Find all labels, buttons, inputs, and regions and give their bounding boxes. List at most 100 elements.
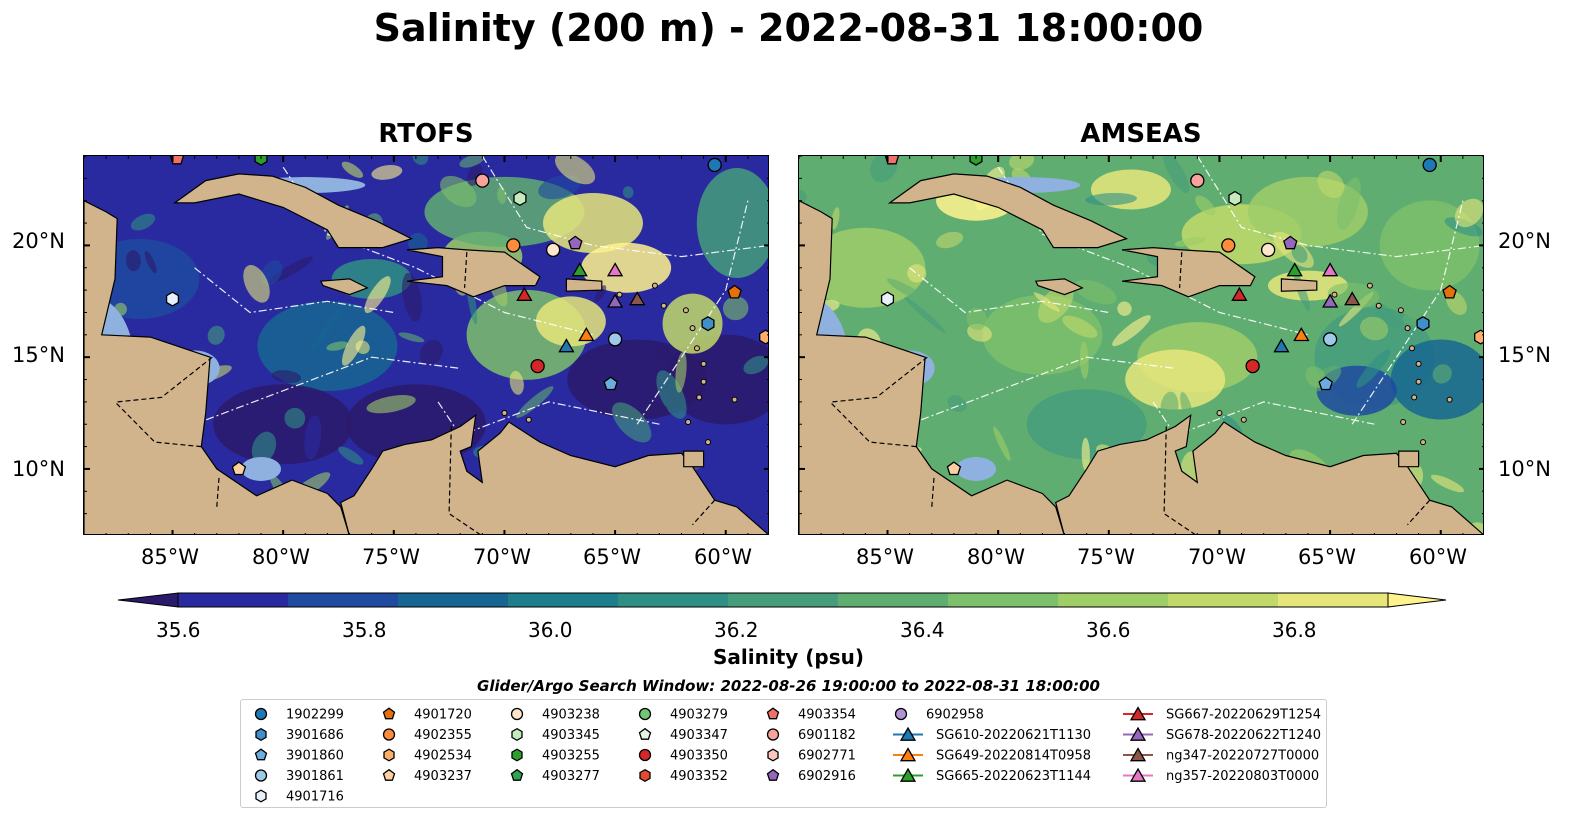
- legend-label: 6901182: [798, 728, 856, 743]
- salinity-eddy: [1291, 244, 1308, 263]
- salinity-eddy: [1079, 341, 1089, 380]
- legend-label: 4903255: [542, 749, 600, 764]
- colorbar-extend-low: [117, 592, 179, 608]
- salinity-eddy: [408, 232, 428, 253]
- shallow-shelf: [956, 456, 997, 481]
- small-island: [1411, 394, 1418, 401]
- legend-marker: [638, 707, 652, 721]
- legend-label: 4903350: [670, 749, 728, 764]
- legend-label: 4903277: [542, 769, 600, 784]
- platform-marker: [629, 291, 646, 306]
- small-island: [696, 394, 703, 401]
- platform-marker: [506, 238, 521, 253]
- salinity-eddy: [966, 307, 987, 330]
- salinity-eddy: [1163, 156, 1190, 193]
- colorbar-segment: [508, 593, 619, 607]
- land-hispaniola: [406, 246, 541, 298]
- colorbar-segment: [618, 593, 729, 607]
- platform-marker: [1286, 262, 1303, 277]
- colorbar-label: Salinity (psu): [712, 645, 864, 669]
- small-island: [1420, 439, 1427, 446]
- eez-boundary-line: [437, 401, 660, 437]
- colorbar-tick: 35.8: [342, 618, 387, 642]
- platform-marker: [1231, 286, 1248, 301]
- salinity-eddy: [497, 186, 507, 205]
- lon-label-60w-amseas: 60°W: [1409, 545, 1467, 569]
- small-island: [682, 307, 689, 314]
- salinity-field-patch: [696, 168, 768, 279]
- salinity-field-patch: [665, 334, 768, 425]
- land-jamaica: [1034, 278, 1084, 296]
- platform-marker: [1416, 316, 1430, 332]
- land-jamaica: [319, 278, 369, 296]
- colorbar-tick: 36.6: [1086, 618, 1131, 642]
- platform-marker: [571, 262, 588, 277]
- legend-marker: [638, 727, 652, 740]
- platform-marker: [701, 316, 715, 332]
- salinity-eddy: [130, 213, 156, 231]
- platform-marker: [606, 293, 624, 308]
- small-island: [705, 439, 712, 446]
- legend-label: 6902916: [798, 769, 856, 784]
- salinity-eddy: [654, 345, 672, 361]
- salinity-eddy: [459, 156, 485, 168]
- country-border: [464, 252, 468, 288]
- salinity-eddy: [412, 156, 429, 165]
- legend-label: 4901720: [414, 708, 472, 723]
- country-border: [931, 477, 935, 507]
- country-border: [117, 356, 213, 403]
- salinity-field-patch: [213, 384, 354, 465]
- small-island: [1375, 302, 1382, 309]
- legend-marker: [511, 748, 523, 762]
- platform-marker: [1321, 293, 1339, 308]
- legend-marker: [899, 747, 917, 762]
- small-island: [616, 291, 623, 298]
- small-island: [525, 416, 532, 423]
- country-border: [692, 499, 716, 526]
- country-border: [1179, 252, 1183, 288]
- salinity-eddy: [1222, 414, 1242, 435]
- small-island: [731, 396, 738, 403]
- platform-marker: [707, 157, 722, 173]
- colorbar-tick: 36.4: [900, 618, 945, 642]
- legend-marker: [766, 768, 780, 781]
- legend-marker: [254, 748, 268, 761]
- legend-label: 3901860: [286, 749, 344, 764]
- eez-boundary-line: [909, 267, 1109, 314]
- legend-label: SG667-20220629T1254: [1166, 708, 1321, 723]
- small-island: [1404, 325, 1411, 332]
- land-southAmerica: [339, 413, 768, 534]
- salinity-eddy: [516, 386, 554, 418]
- salinity-eddy: [675, 351, 687, 393]
- platform-marker: [1321, 262, 1339, 277]
- platform-marker: [516, 286, 533, 301]
- legend-label: ng357-20220803T0000: [1166, 769, 1319, 784]
- platform-marker: [1273, 338, 1290, 353]
- platform-marker: [759, 329, 768, 345]
- lat-label-15n-left: 15°N: [12, 343, 65, 367]
- platform-marker: [545, 242, 561, 258]
- small-island: [501, 410, 508, 417]
- colorbar-tick: 36.2: [714, 618, 759, 642]
- country-border: [114, 401, 202, 448]
- lon-label-85w-rtofs: 85°W: [141, 545, 199, 569]
- small-island: [1366, 282, 1373, 289]
- salinity-eddy: [1112, 315, 1151, 347]
- colorbar-segment: [1058, 593, 1169, 607]
- legend-marker: [383, 748, 395, 762]
- small-island: [685, 419, 692, 425]
- legend-marker: [255, 789, 267, 803]
- lat-label-10n-right: 10°N: [1498, 457, 1551, 481]
- platform-marker: [231, 461, 247, 476]
- lat-label-20n-left: 20°N: [12, 229, 65, 253]
- salinity-eddy: [722, 296, 749, 321]
- land-hispaniola: [1121, 246, 1256, 298]
- salinity-field-patch: [662, 293, 723, 354]
- small-island: [1331, 291, 1338, 298]
- salinity-eddy: [799, 189, 807, 203]
- country-border: [1407, 499, 1431, 526]
- legend-marker: [894, 707, 908, 721]
- legend-marker: [766, 707, 780, 720]
- platform-marker: [1228, 190, 1242, 207]
- small-island: [1446, 396, 1453, 403]
